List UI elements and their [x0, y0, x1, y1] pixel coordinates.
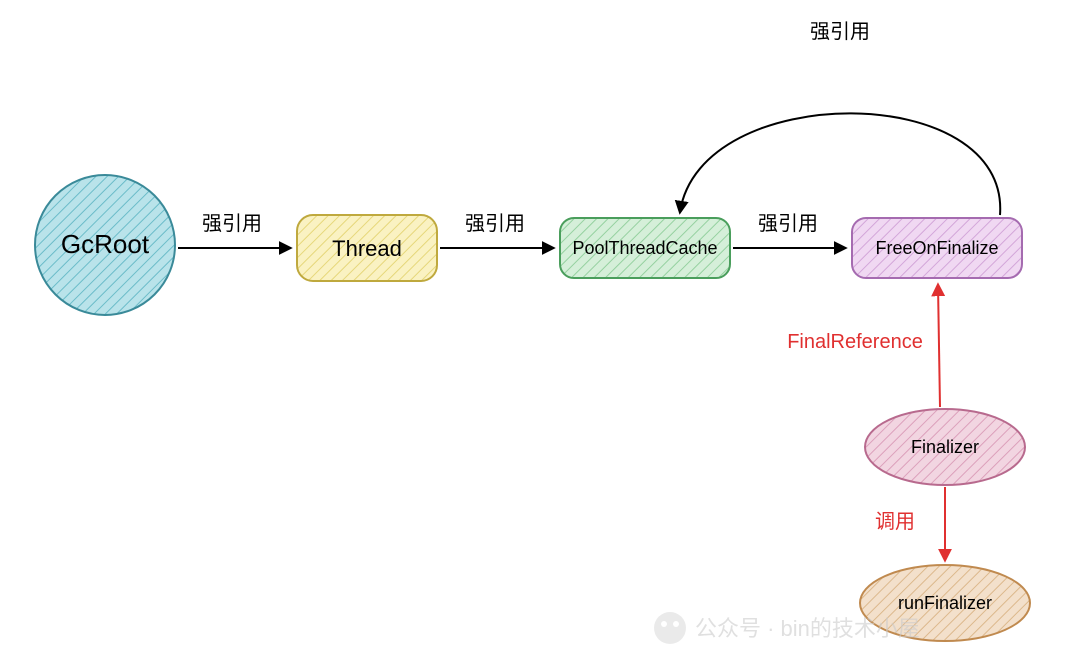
label-pool-free: 强引用	[758, 212, 818, 235]
finalizer-label: Finalizer	[911, 437, 979, 457]
label-free-pool-back: 强引用	[810, 20, 870, 43]
thread-label: Thread	[332, 236, 402, 261]
poolthreadcache-label: PoolThreadCache	[572, 238, 717, 258]
wechat-icon	[654, 612, 686, 644]
diagram-canvas: GcRoot Thread PoolThreadCache FreeOnFina…	[0, 0, 1080, 671]
watermark-text: 公众号 · bin的技术小屋	[695, 616, 920, 641]
label-gcroot-thread: 强引用	[202, 212, 262, 235]
edge-finalizer-free	[938, 285, 940, 407]
node-poolthreadcache: PoolThreadCache	[560, 218, 730, 278]
label-finalizer-free: FinalReference	[787, 331, 923, 353]
node-thread: Thread	[297, 215, 437, 281]
node-gcroot: GcRoot	[35, 175, 175, 315]
gcroot-label: GcRoot	[61, 229, 150, 259]
freeonfinalize-label: FreeOnFinalize	[875, 238, 998, 258]
node-finalizer: Finalizer	[865, 409, 1025, 485]
label-thread-pool: 强引用	[465, 212, 525, 235]
watermark: 公众号 · bin的技术小屋	[654, 612, 920, 644]
runfinalizer-label: runFinalizer	[898, 593, 992, 613]
label-finalizer-run: 调用	[875, 510, 915, 533]
edge-free-pool-back	[680, 113, 1000, 215]
node-freeonfinalize: FreeOnFinalize	[852, 218, 1022, 278]
